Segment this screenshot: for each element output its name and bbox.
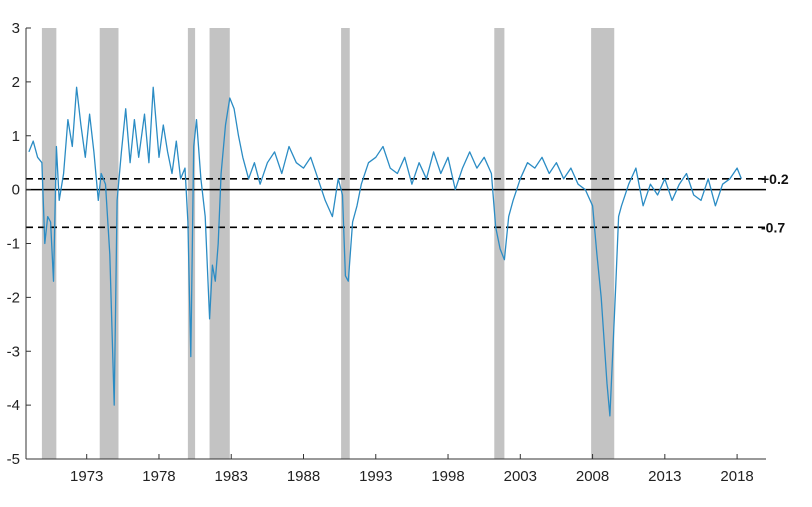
- x-tick-label-5: 1993: [359, 468, 392, 485]
- x-tick-label-6: 1998: [431, 468, 464, 485]
- series-group: [28, 86, 743, 417]
- reference-line-label-3: -0.7: [761, 219, 785, 235]
- x-tick-label-8: 2008: [576, 468, 609, 485]
- y-tick-label-9: -5: [7, 451, 20, 468]
- x-tick-label-7: 2003: [504, 468, 537, 485]
- series-line-1: [28, 86, 743, 417]
- x-tick-label-4: 1988: [287, 468, 320, 485]
- y-tick-label-3: 1: [12, 128, 20, 145]
- recession-band-7: [591, 28, 615, 459]
- recession-band-5: [341, 28, 350, 459]
- x-tick-label-2: 1978: [142, 468, 175, 485]
- x-tick-label-10: 2018: [720, 468, 753, 485]
- x-tick-label-3: 1983: [215, 468, 248, 485]
- y-tick-label-1: 3: [12, 20, 20, 37]
- y-tick-label-2: 2: [12, 74, 20, 91]
- recession-shading-group: [41, 28, 615, 459]
- axes-group: 3 2 1 0 -1 -2 -3 -4 -5 1973 1978 1983 1988 1993 1998 20…: [7, 20, 766, 485]
- reference-line-label-2: +0.2: [761, 171, 789, 187]
- y-tick-label-5: -1: [7, 236, 20, 253]
- y-tick-label-4: 0: [12, 182, 20, 199]
- y-tick-label-6: -2: [7, 289, 20, 306]
- recession-band-4: [209, 28, 230, 459]
- y-tick-label-7: -3: [7, 343, 20, 360]
- y-tick-label-8: -4: [7, 397, 20, 414]
- recession-band-1: [41, 28, 57, 459]
- x-tick-label-1: 1973: [70, 468, 103, 485]
- reference-lines-group: +0.2 -0.7: [26, 171, 789, 235]
- recession-band-3: [187, 28, 196, 459]
- x-tick-label-9: 2013: [648, 468, 681, 485]
